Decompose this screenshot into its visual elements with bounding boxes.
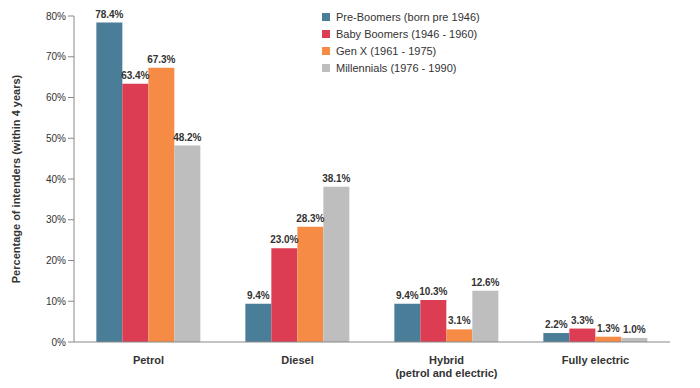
svg-text:Fully electric: Fully electric [562,354,629,366]
svg-text:78.4%: 78.4% [95,9,123,20]
svg-text:48.2%: 48.2% [173,132,201,143]
svg-text:30%: 30% [46,214,66,225]
svg-text:Petrol: Petrol [133,354,164,366]
svg-text:1.0%: 1.0% [623,324,646,335]
svg-text:Hybrid(petrol and electric): Hybrid(petrol and electric) [395,354,497,379]
svg-text:63.4%: 63.4% [121,70,149,81]
svg-text:Diesel: Diesel [281,354,313,366]
html-text:Gen X (1961 - 1975): Gen X (1961 - 1975) [336,44,437,57]
svg-text:Percentage of intenders (withi: Percentage of intenders (within 4 years) [10,74,22,283]
svg-text:9.4%: 9.4% [396,290,419,301]
svg-text:67.3%: 67.3% [147,54,175,65]
svg-text:23.0%: 23.0% [270,234,298,245]
svg-text:60%: 60% [46,92,66,103]
svg-text:20%: 20% [46,255,66,266]
svg-text:2.2%: 2.2% [545,319,568,330]
html-text:Baby Boomers (1946 - 1960): Baby Boomers (1946 - 1960) [336,27,478,40]
svg-text:70%: 70% [46,51,66,62]
svg-text:28.3%: 28.3% [296,213,324,224]
svg-text:10.3%: 10.3% [419,286,447,297]
svg-text:38.1%: 38.1% [322,173,350,184]
svg-text:3.3%: 3.3% [571,315,594,326]
html-text:Millennials (1976 - 1990): Millennials (1976 - 1990) [336,61,457,74]
svg-text:3.1%: 3.1% [448,315,471,326]
svg-text:40%: 40% [46,174,66,185]
svg-text:80%: 80% [46,11,66,22]
svg-text:0%: 0% [52,337,67,348]
svg-text:1.3%: 1.3% [597,323,620,334]
svg-text:12.6%: 12.6% [471,277,499,288]
svg-text:9.4%: 9.4% [247,290,270,301]
svg-text:50%: 50% [46,133,66,144]
svg-text:10%: 10% [46,296,66,307]
html-text:Pre-Boomers (born pre 1946): Pre-Boomers (born pre 1946) [336,10,480,23]
